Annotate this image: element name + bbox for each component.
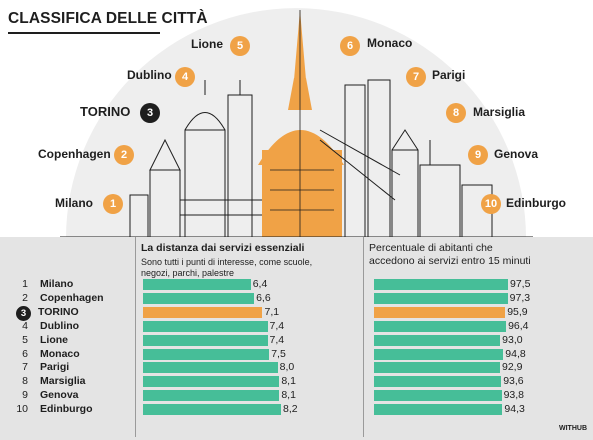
distance-bar [143,404,281,416]
percentage-value: 95,9 [507,305,528,318]
ring-label-torino: TORINO [80,104,131,119]
ring-label-edinburgo: Edinburgo [506,196,566,210]
row-city-name: Parigi [40,361,70,374]
ring-label-genova: Genova [494,147,539,161]
distance-value: 8,2 [283,403,298,416]
distance-value: 6,6 [256,291,271,304]
row-rank: 4 [22,319,28,332]
percentage-bar [374,376,502,388]
ring-label-lione: Lione [191,37,223,51]
distance-value: 7,4 [269,319,285,332]
ring-label-monaco: Monaco [367,36,413,50]
percentage-bar [374,390,502,402]
row-rank: 2 [22,291,28,304]
distance-bar [143,292,255,304]
distance-value: 6,4 [252,278,268,290]
row-city-name: TORINO [38,305,79,318]
row-city-name: Edinburgo [40,403,93,416]
col2-title-line1: Percentuale di abitanti che [369,242,493,254]
row-rank: 6 [22,347,28,360]
ring-badge-3: 3 [140,103,160,123]
distance-value: 7,5 [271,347,286,360]
distance-bar [143,348,270,360]
row-rank: 10 [16,403,28,416]
ring-label-dublino: Dublino [127,68,172,82]
percentage-bar [374,404,503,416]
ring-badge-1: 1 [103,194,123,214]
percentage-value: 93,6 [503,375,524,388]
distance-bar [143,320,268,332]
distance-bar [143,306,263,318]
skyline-illustration [60,8,533,239]
ring-badge-9: 9 [468,145,488,165]
ring-label-marsiglia: Marsiglia [473,105,526,119]
ring-badge-8: 8 [446,103,466,123]
col2-title-line2: accedono ai servizi entro 15 minuti [369,255,531,267]
ring-badge-2: 2 [114,145,134,165]
percentage-value: 93,8 [503,389,524,402]
col1-subtitle-line2: negozi, parchi, palestre [141,268,235,278]
percentage-value: 93,0 [502,333,523,346]
mole-antonelliana-shape [258,10,344,238]
halo-arc [66,8,526,238]
title-underline [8,32,160,34]
ring-badge-6: 6 [340,36,360,56]
col1-subtitle-line1: Sono tutti i punti di interesse, come sc… [141,257,313,267]
percentage-value: 92,9 [502,361,523,374]
row-city-name: Monaco [40,347,80,360]
ring-badge-5: 5 [230,36,250,56]
distance-value: 7,4 [269,333,285,346]
row-city-name: Lione [40,333,68,346]
percentage-value: 97,5 [510,278,531,290]
ring-badge-4: 4 [175,67,195,87]
col1-title: La distanza dai servizi essenziali [141,242,305,254]
column-divider-2 [363,237,364,437]
right-buildings-outline [319,79,493,239]
distance-value: 8,0 [279,361,295,374]
percentage-value: 96,4 [508,319,529,332]
percentage-bar [374,320,507,332]
percentage-value: 94,8 [505,347,526,360]
row-city-name: Genova [40,389,79,402]
row-rank-badge: 3 [16,306,31,322]
ring-badge-7: 7 [406,67,426,87]
row-rank: 8 [22,375,28,388]
distance-bar [143,390,280,402]
row-rank: 9 [22,389,28,402]
ring-label-parigi: Parigi [432,68,466,82]
distance-bar [143,362,278,374]
ring-label-milano: Milano [55,196,93,210]
percentage-bar [374,362,500,374]
distance-bar [143,334,268,346]
percentage-bar [374,306,506,318]
row-rank: 7 [22,361,28,374]
distance-bar [143,279,251,290]
distance-bar [143,376,280,388]
percentage-value: 94,3 [504,403,525,416]
ring-badge-10: 10 [481,194,501,214]
percentage-bar [374,279,508,290]
distance-value: 7,1 [264,305,280,318]
distance-value: 8,1 [281,389,296,402]
percentage-value: 97,3 [509,291,531,304]
page-title: CLASSIFICA DELLE CITTÀ [8,10,208,27]
ring-label-copenhagen: Copenhagen [38,147,111,161]
percentage-bar [374,292,508,304]
column-divider-1 [135,237,136,437]
row-city-name: Milano [40,278,74,290]
percentage-bar [374,334,501,346]
distance-value: 8,1 [281,375,296,388]
credit-label: WITHUB [559,425,587,432]
row-city-name: Dublino [40,319,80,332]
row-city-name: Copenhagen [40,291,104,304]
row-rank: 1 [22,278,28,290]
percentage-bar [374,348,504,360]
row-rank: 5 [22,333,28,346]
row-city-name: Marsiglia [40,375,86,388]
